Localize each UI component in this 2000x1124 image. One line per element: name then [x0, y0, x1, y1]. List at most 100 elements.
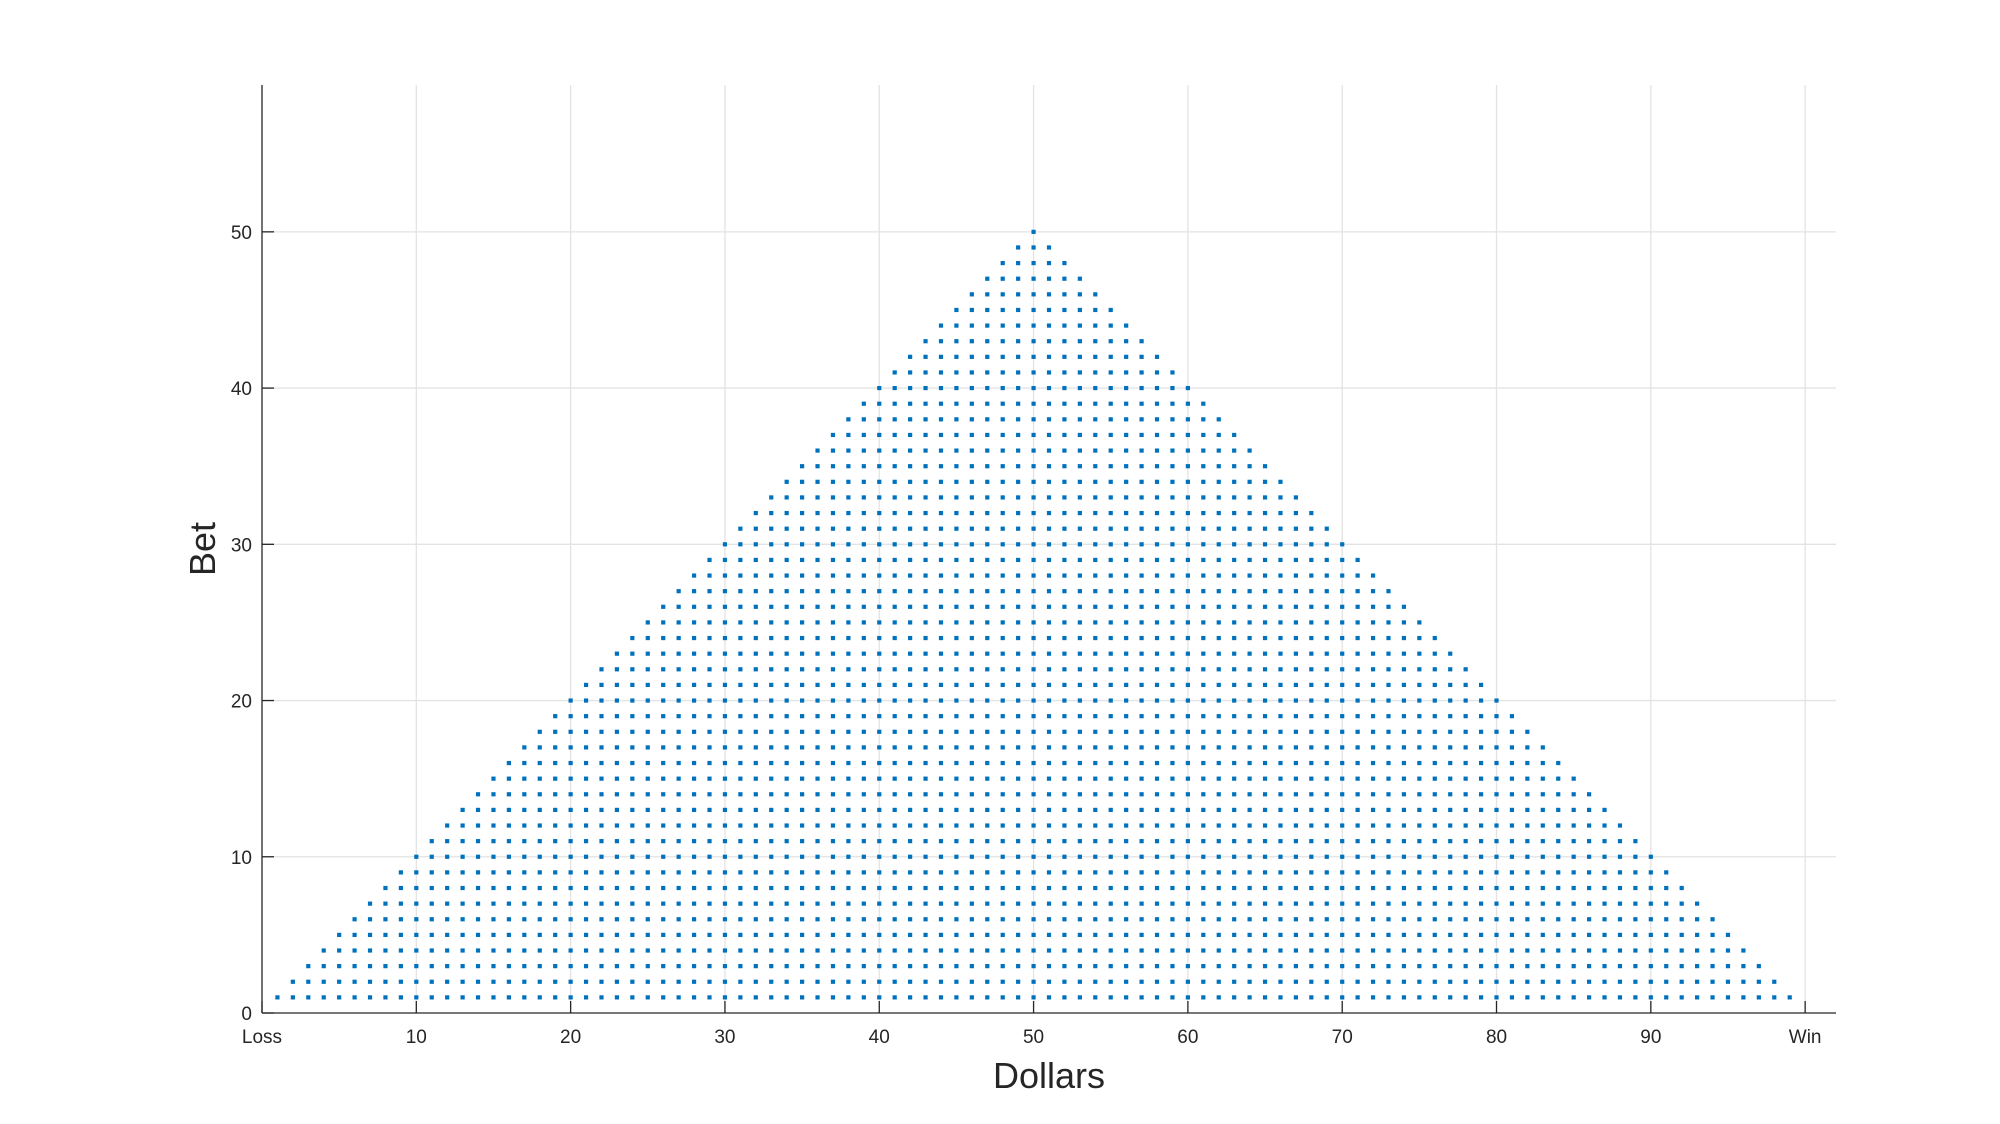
data-point [1417, 901, 1422, 906]
data-point [753, 823, 758, 828]
data-point [1432, 917, 1437, 922]
data-point [1108, 432, 1113, 438]
data-point [337, 979, 342, 984]
data-point [1062, 417, 1067, 422]
data-point [614, 917, 620, 922]
data-point [1216, 510, 1221, 516]
data-point [1494, 760, 1499, 766]
data-point [1139, 932, 1144, 937]
data-point [877, 542, 882, 547]
data-point [1756, 979, 1761, 984]
data-point [1293, 979, 1298, 984]
data-point [1031, 323, 1036, 328]
data-point [553, 839, 558, 844]
data-point [1262, 479, 1268, 484]
data-point [1046, 307, 1052, 313]
data-point [830, 682, 836, 688]
data-point [1324, 948, 1329, 953]
data-point [1062, 854, 1067, 859]
data-point [460, 917, 465, 922]
data-point [1293, 557, 1298, 563]
data-point [830, 745, 836, 750]
data-point [1340, 870, 1345, 875]
data-point [1386, 964, 1391, 969]
data-point [1355, 901, 1360, 906]
data-point [784, 870, 789, 875]
data-point [1540, 932, 1545, 937]
data-point [645, 620, 650, 625]
data-point [1355, 854, 1360, 859]
data-point [800, 792, 805, 797]
data-point [1324, 901, 1329, 906]
data-point [722, 604, 728, 609]
data-point [769, 807, 774, 812]
x-axis-title: Dollars [993, 1055, 1105, 1096]
data-point [1216, 823, 1221, 828]
data-point [969, 823, 974, 828]
data-point [537, 823, 542, 828]
data-point [1695, 917, 1700, 922]
data-point [1093, 745, 1098, 750]
data-point [908, 589, 913, 594]
data-point [800, 479, 805, 484]
data-point [923, 995, 928, 1000]
data-point [861, 698, 866, 703]
data-point [1031, 776, 1036, 781]
data-point [923, 667, 928, 672]
data-point [1463, 885, 1468, 891]
data-point [1247, 729, 1252, 734]
data-point [1062, 401, 1067, 406]
data-point [290, 979, 295, 984]
data-point [1016, 854, 1021, 859]
data-point [861, 667, 866, 672]
data-point [738, 682, 743, 688]
data-point [614, 807, 620, 812]
data-point [1216, 635, 1221, 641]
data-point [892, 682, 897, 688]
data-point [1247, 620, 1252, 625]
data-point [1154, 964, 1160, 969]
data-point [1370, 589, 1376, 594]
data-point [1216, 667, 1221, 672]
data-point [1108, 776, 1113, 781]
data-point [1000, 854, 1005, 859]
data-point [1602, 807, 1607, 812]
data-point [491, 964, 496, 969]
data-point [861, 542, 866, 547]
data-point [1108, 495, 1113, 500]
data-point [908, 854, 913, 859]
data-point [908, 917, 913, 922]
data-point [1463, 823, 1468, 828]
data-point [1448, 682, 1453, 688]
data-point [676, 995, 681, 1000]
data-point [1648, 995, 1653, 1000]
data-point [1247, 760, 1252, 766]
data-point [861, 917, 866, 922]
data-point [1309, 807, 1314, 812]
data-point [1016, 245, 1021, 250]
data-point [1556, 807, 1561, 812]
data-point [769, 667, 774, 672]
data-point [1633, 839, 1638, 844]
data-point [1340, 714, 1345, 719]
data-point [861, 729, 866, 734]
data-point [1093, 870, 1098, 875]
data-point [1124, 401, 1129, 406]
data-point [1170, 370, 1175, 375]
data-point [1556, 995, 1561, 1000]
data-point [1324, 729, 1329, 734]
data-point [892, 932, 897, 937]
data-point [1247, 682, 1252, 688]
data-point [1355, 557, 1360, 563]
data-point [553, 995, 558, 1000]
data-point [969, 760, 974, 766]
data-point [1000, 714, 1005, 719]
data-point [1031, 307, 1036, 313]
data-point [969, 370, 974, 375]
data-point [954, 776, 959, 781]
data-point [1355, 995, 1360, 1000]
data-point [738, 542, 743, 547]
data-point [846, 682, 851, 688]
data-point [1124, 792, 1129, 797]
data-point [1062, 698, 1067, 703]
